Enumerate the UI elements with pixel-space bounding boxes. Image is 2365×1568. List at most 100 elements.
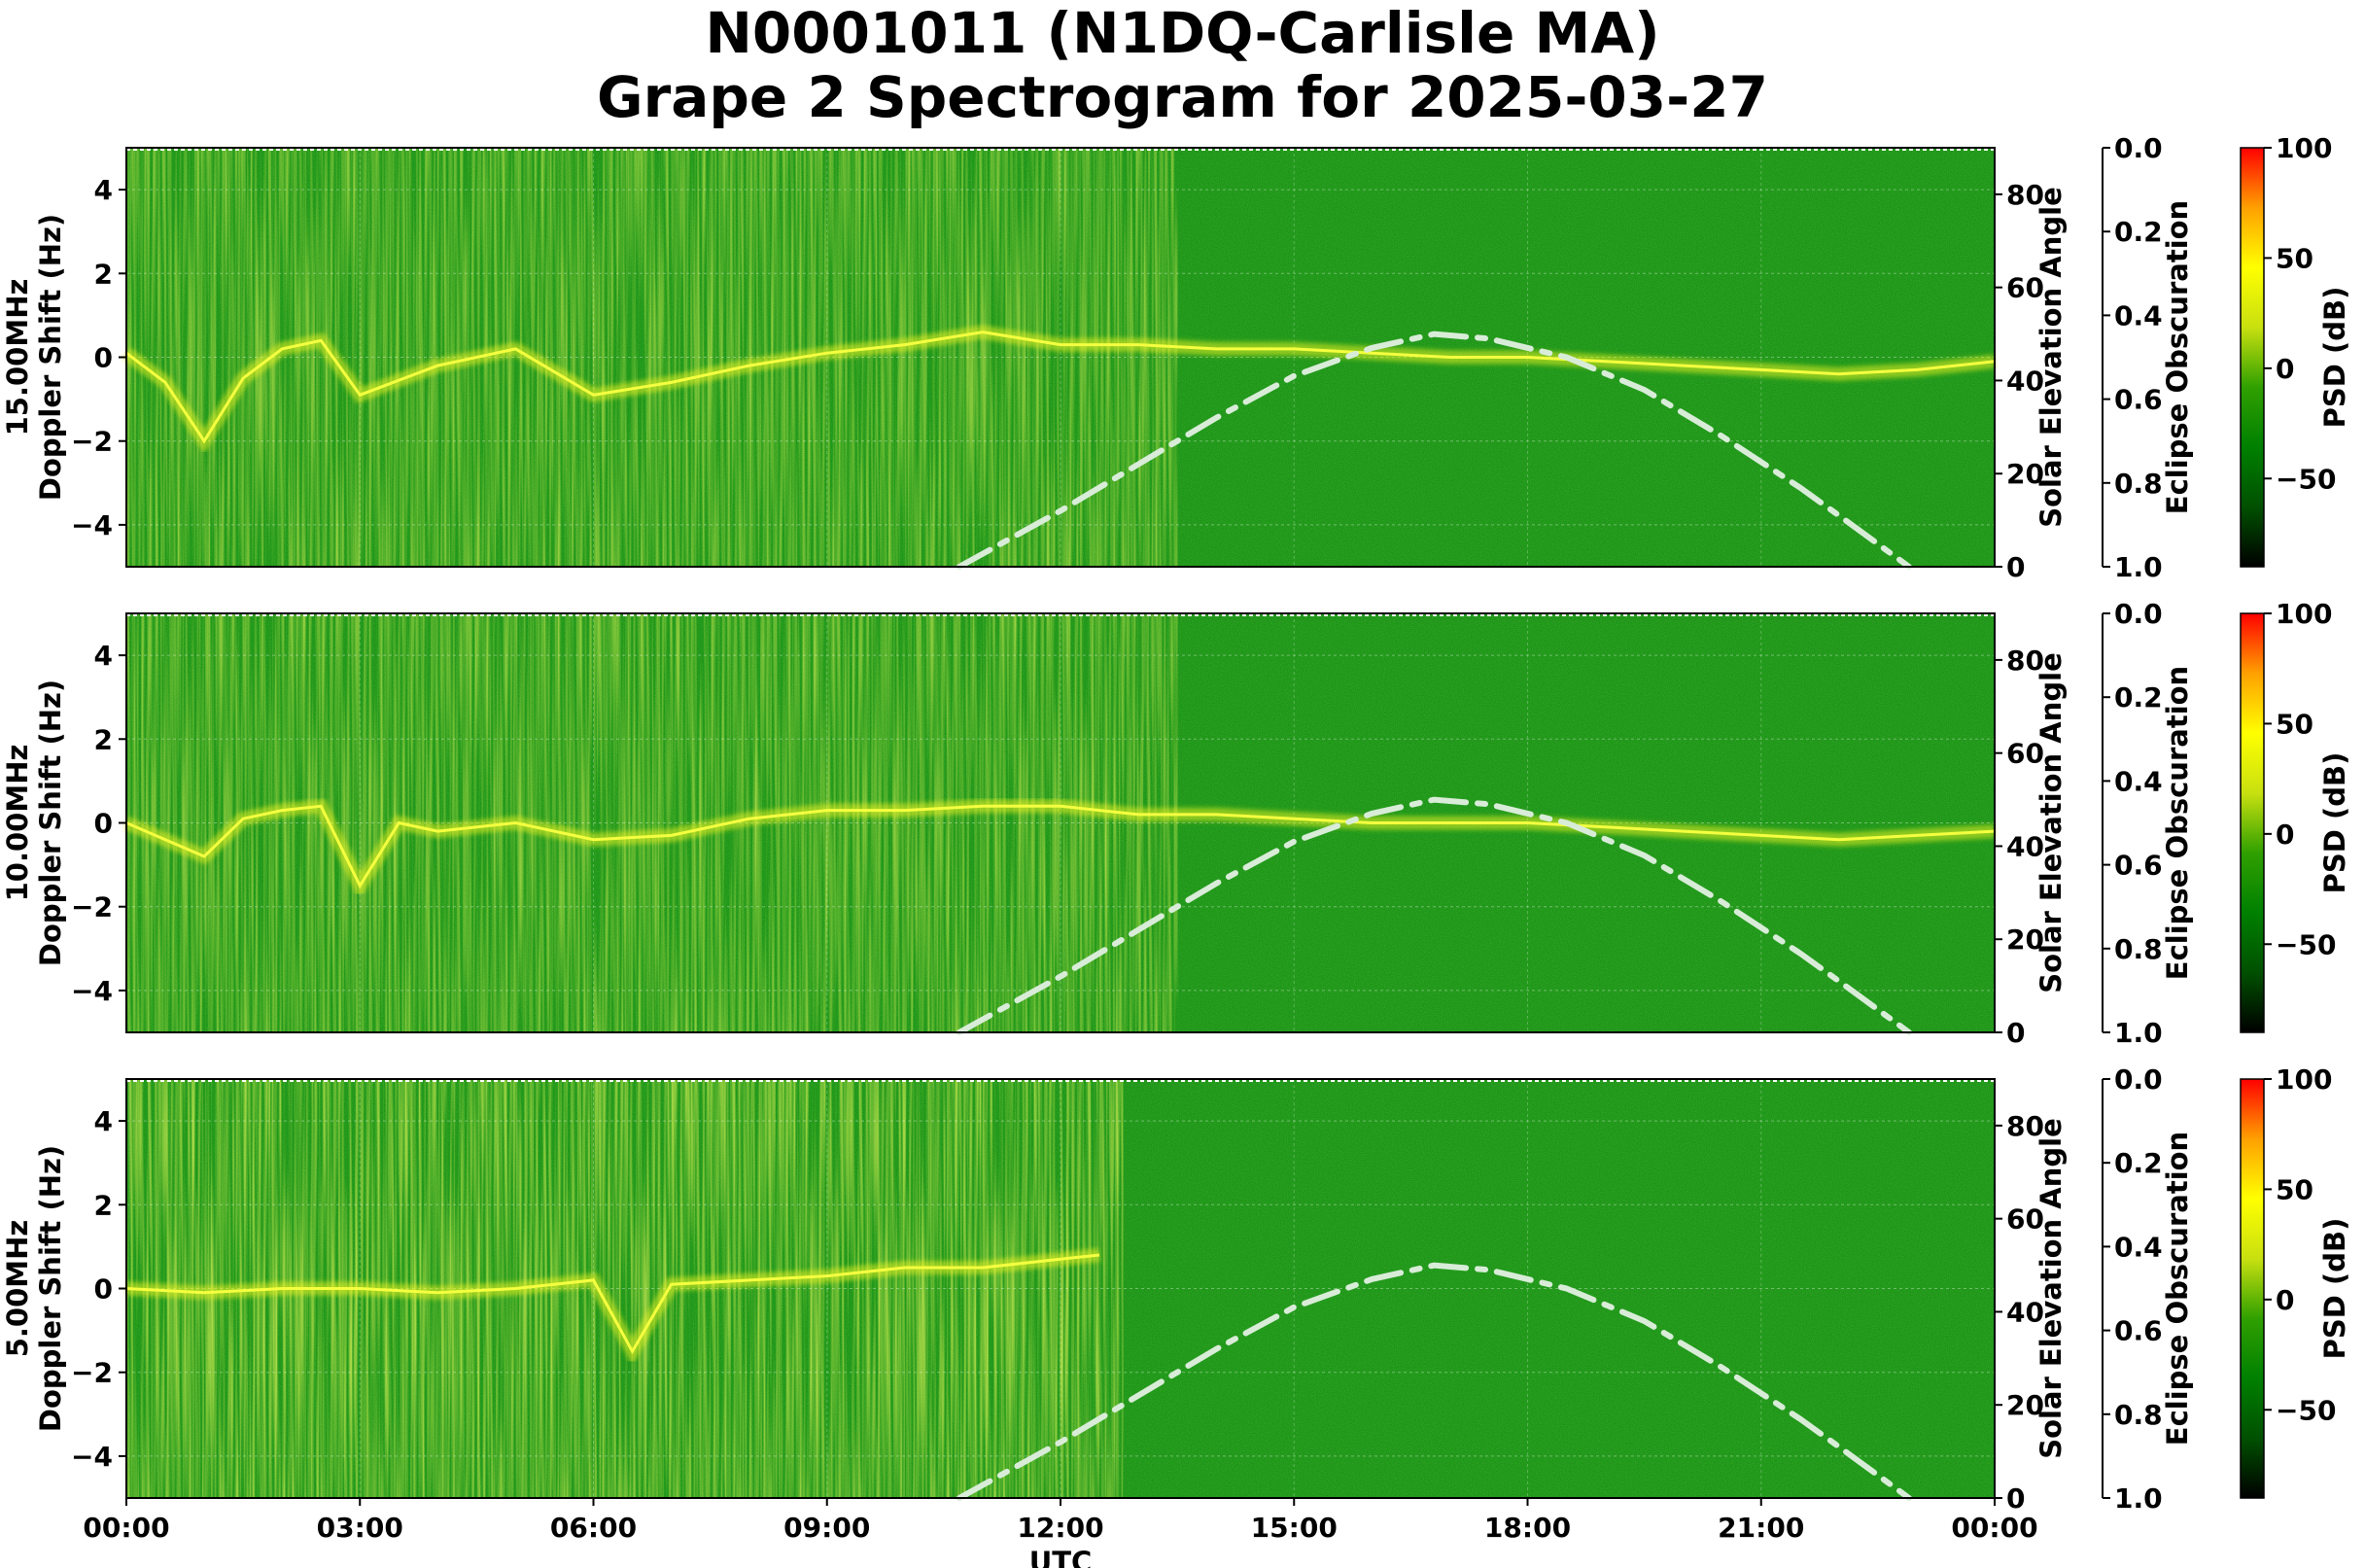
elev-tick-label: 20	[2006, 458, 2044, 490]
ytick-label: 4	[94, 640, 113, 672]
solar-elevation-label: Solar Elevation Angle	[2035, 187, 2068, 528]
ylabel-band: 5.00MHz	[1, 1220, 34, 1358]
colorbar-tick-label: 50	[2276, 242, 2313, 274]
elev-tick-label: 80	[2006, 645, 2044, 677]
obscuration-tick-label: 0.2	[2114, 681, 2163, 714]
obscuration-tick-label: 0.0	[2114, 598, 2163, 630]
ytick-label: 2	[94, 723, 113, 755]
obscuration-tick-label: 0.6	[2114, 384, 2163, 416]
colorbar-tick-label: −50	[2276, 1394, 2336, 1426]
obscuration-tick-label: 0.2	[2114, 1147, 2163, 1179]
figure-title-line2: Grape 2 Spectrogram for 2025-03-27	[597, 64, 1768, 130]
colorbar-tick-label: 0	[2276, 1284, 2294, 1316]
xtick-label: 03:00	[317, 1512, 403, 1544]
obscuration-tick-label: 0.2	[2114, 216, 2163, 248]
doppler-trace	[125, 804, 1996, 889]
panel-10.00MHz: −4 −2 0 2 4 10.00MHzDoppler Shift (Hz) 0 20 40 60…	[1, 598, 2351, 1049]
ytick-label: −2	[71, 1357, 113, 1389]
elev-tick-label: 40	[2006, 1296, 2044, 1328]
ytick-label: 4	[94, 174, 113, 206]
obscuration-tick-label: 0.8	[2114, 468, 2163, 500]
elev-tick-label: 60	[2006, 272, 2044, 304]
ytick-label: 0	[94, 1273, 113, 1306]
colorbar-tick-label: 50	[2276, 708, 2313, 740]
ylabel-band: 15.00MHz	[1, 279, 34, 436]
doppler-trace	[125, 331, 1996, 444]
solar-elevation-curve	[956, 796, 1912, 1035]
elev-tick-label: 80	[2006, 179, 2044, 211]
eclipse-obscuration-label: Eclipse Obscuration	[2161, 1132, 2194, 1446]
obscuration-tick-label: 1.0	[2114, 551, 2163, 583]
obscuration-tick-label: 1.0	[2114, 1017, 2163, 1049]
solar-elevation-label: Solar Elevation Angle	[2035, 1118, 2068, 1459]
ylabel-doppler: Doppler Shift (Hz)	[34, 214, 67, 501]
ylabel-doppler: Doppler Shift (Hz)	[34, 679, 67, 966]
obscuration-tick-label: 0.0	[2114, 132, 2163, 164]
ytick-label: −2	[71, 426, 113, 458]
colorbar-tick-label: 100	[2276, 1063, 2332, 1096]
colorbar-label: PSD (dB)	[2318, 287, 2351, 429]
ytick-label: 4	[94, 1105, 113, 1137]
obscuration-tick-label: 0.0	[2114, 1063, 2163, 1096]
obscuration-tick-label: 0.6	[2114, 1315, 2163, 1347]
solar-elevation-curve	[956, 331, 1912, 570]
doppler-trace	[125, 1253, 1100, 1355]
elev-tick-label: 0	[2006, 551, 2025, 583]
ytick-label: 0	[94, 808, 113, 840]
ylabel-band: 10.00MHz	[1, 745, 34, 902]
eclipse-obscuration-label: Eclipse Obscuration	[2161, 666, 2194, 980]
elev-tick-label: 0	[2006, 1482, 2025, 1515]
xtick-label: 06:00	[550, 1512, 637, 1544]
obscuration-tick-label: 0.4	[2114, 765, 2163, 797]
obscuration-tick-label: 0.4	[2114, 299, 2163, 331]
panel-15.00MHz: −4 −2 0 2 4 15.00MHzDoppler Shift (Hz) 0 20 40 60…	[1, 132, 2351, 583]
obscuration-tick-label: 0.8	[2114, 933, 2163, 965]
colorbar-label: PSD (dB)	[2318, 1218, 2351, 1360]
colorbar	[2240, 147, 2265, 568]
eclipse-obscuration-label: Eclipse Obscuration	[2161, 200, 2194, 514]
spectrogram-streaks	[126, 148, 1178, 567]
xtick-label: 12:00	[1017, 1512, 1103, 1544]
elev-tick-label: 80	[2006, 1110, 2044, 1142]
elev-tick-label: 20	[2006, 923, 2044, 956]
colorbar	[2240, 612, 2265, 1033]
elev-tick-label: 20	[2006, 1389, 2044, 1421]
colorbar-tick-label: 50	[2276, 1173, 2313, 1205]
obscuration-tick-label: 0.8	[2114, 1399, 2163, 1431]
colorbar-tick-label: −50	[2276, 463, 2336, 495]
panel-5.00MHz: −4 −2 0 2 4 5.00MHzDoppler Shift (Hz) 0 20 40 60 8…	[1, 1063, 2351, 1515]
solar-elevation-curve	[956, 1262, 1912, 1501]
xlabel: UTC	[1029, 1546, 1093, 1568]
ylabel-doppler: Doppler Shift (Hz)	[34, 1145, 67, 1432]
xtick-label: 18:00	[1484, 1512, 1571, 1544]
xtick-label: 00:00	[1951, 1512, 2037, 1544]
colorbar	[2240, 1078, 2265, 1499]
colorbar-tick-label: 100	[2276, 132, 2332, 164]
colorbar-tick-label: 100	[2276, 598, 2332, 630]
spectrogram-streaks	[126, 613, 1178, 1032]
colorbar-tick-label: −50	[2276, 928, 2336, 960]
ylabel: 10.00MHzDoppler Shift (Hz)	[1, 679, 67, 966]
obscuration-tick-label: 1.0	[2114, 1482, 2163, 1515]
ytick-label: 2	[94, 1189, 113, 1221]
obscuration-tick-label: 0.4	[2114, 1231, 2163, 1263]
elev-tick-label: 40	[2006, 830, 2044, 862]
ytick-label: −4	[71, 509, 113, 541]
ytick-label: 0	[94, 342, 113, 374]
ylabel: 5.00MHzDoppler Shift (Hz)	[1, 1145, 67, 1432]
ylabel: 15.00MHzDoppler Shift (Hz)	[1, 214, 67, 501]
xtick-label: 21:00	[1718, 1512, 1804, 1544]
xtick-label: 15:00	[1251, 1512, 1338, 1544]
elev-tick-label: 60	[2006, 1203, 2044, 1236]
ytick-label: −4	[71, 975, 113, 1007]
ytick-label: −2	[71, 891, 113, 923]
xtick-label: 00:00	[83, 1512, 169, 1544]
figure-title-line1: N0001011 (N1DQ-Carlisle MA)	[705, 0, 1660, 66]
ytick-label: −4	[71, 1441, 113, 1473]
elev-tick-label: 40	[2006, 365, 2044, 397]
colorbar-label: PSD (dB)	[2318, 752, 2351, 894]
xtick-label: 09:00	[783, 1512, 870, 1544]
elev-tick-label: 60	[2006, 738, 2044, 770]
